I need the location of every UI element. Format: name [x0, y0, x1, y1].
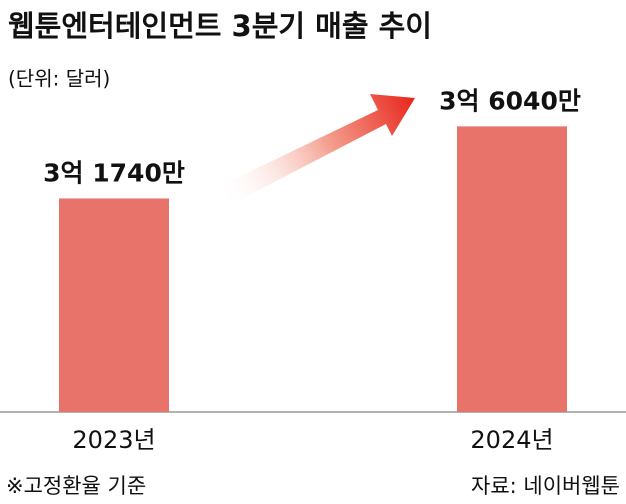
value-label: 3억 1740만 [43, 158, 185, 187]
chart-subtitle: (단위: 달러) [8, 67, 110, 91]
bar [59, 198, 169, 412]
arrow [222, 94, 415, 205]
source: 자료: 네이버웹툰 [471, 474, 620, 498]
x-tick-label: 2024년 [470, 426, 553, 454]
value-label: 3억 6040만 [439, 86, 581, 115]
bar [457, 126, 567, 413]
footnote: ※고정환율 기준 [6, 474, 146, 498]
chart-title: 웹툰엔터테인먼트 3분기 매출 추이 [8, 9, 432, 43]
x-tick-label: 2023년 [72, 426, 155, 454]
